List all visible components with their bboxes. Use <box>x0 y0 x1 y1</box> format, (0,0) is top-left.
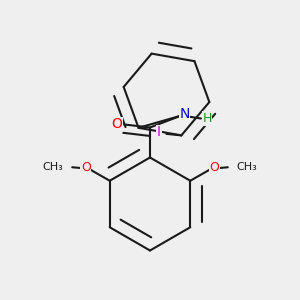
Text: I: I <box>157 125 161 140</box>
Text: N: N <box>179 107 190 121</box>
Text: CH₃: CH₃ <box>237 162 257 172</box>
Text: O: O <box>209 161 219 174</box>
Text: O: O <box>112 118 122 131</box>
Text: CH₃: CH₃ <box>43 162 63 172</box>
Text: H: H <box>202 112 212 125</box>
Text: O: O <box>81 161 91 174</box>
